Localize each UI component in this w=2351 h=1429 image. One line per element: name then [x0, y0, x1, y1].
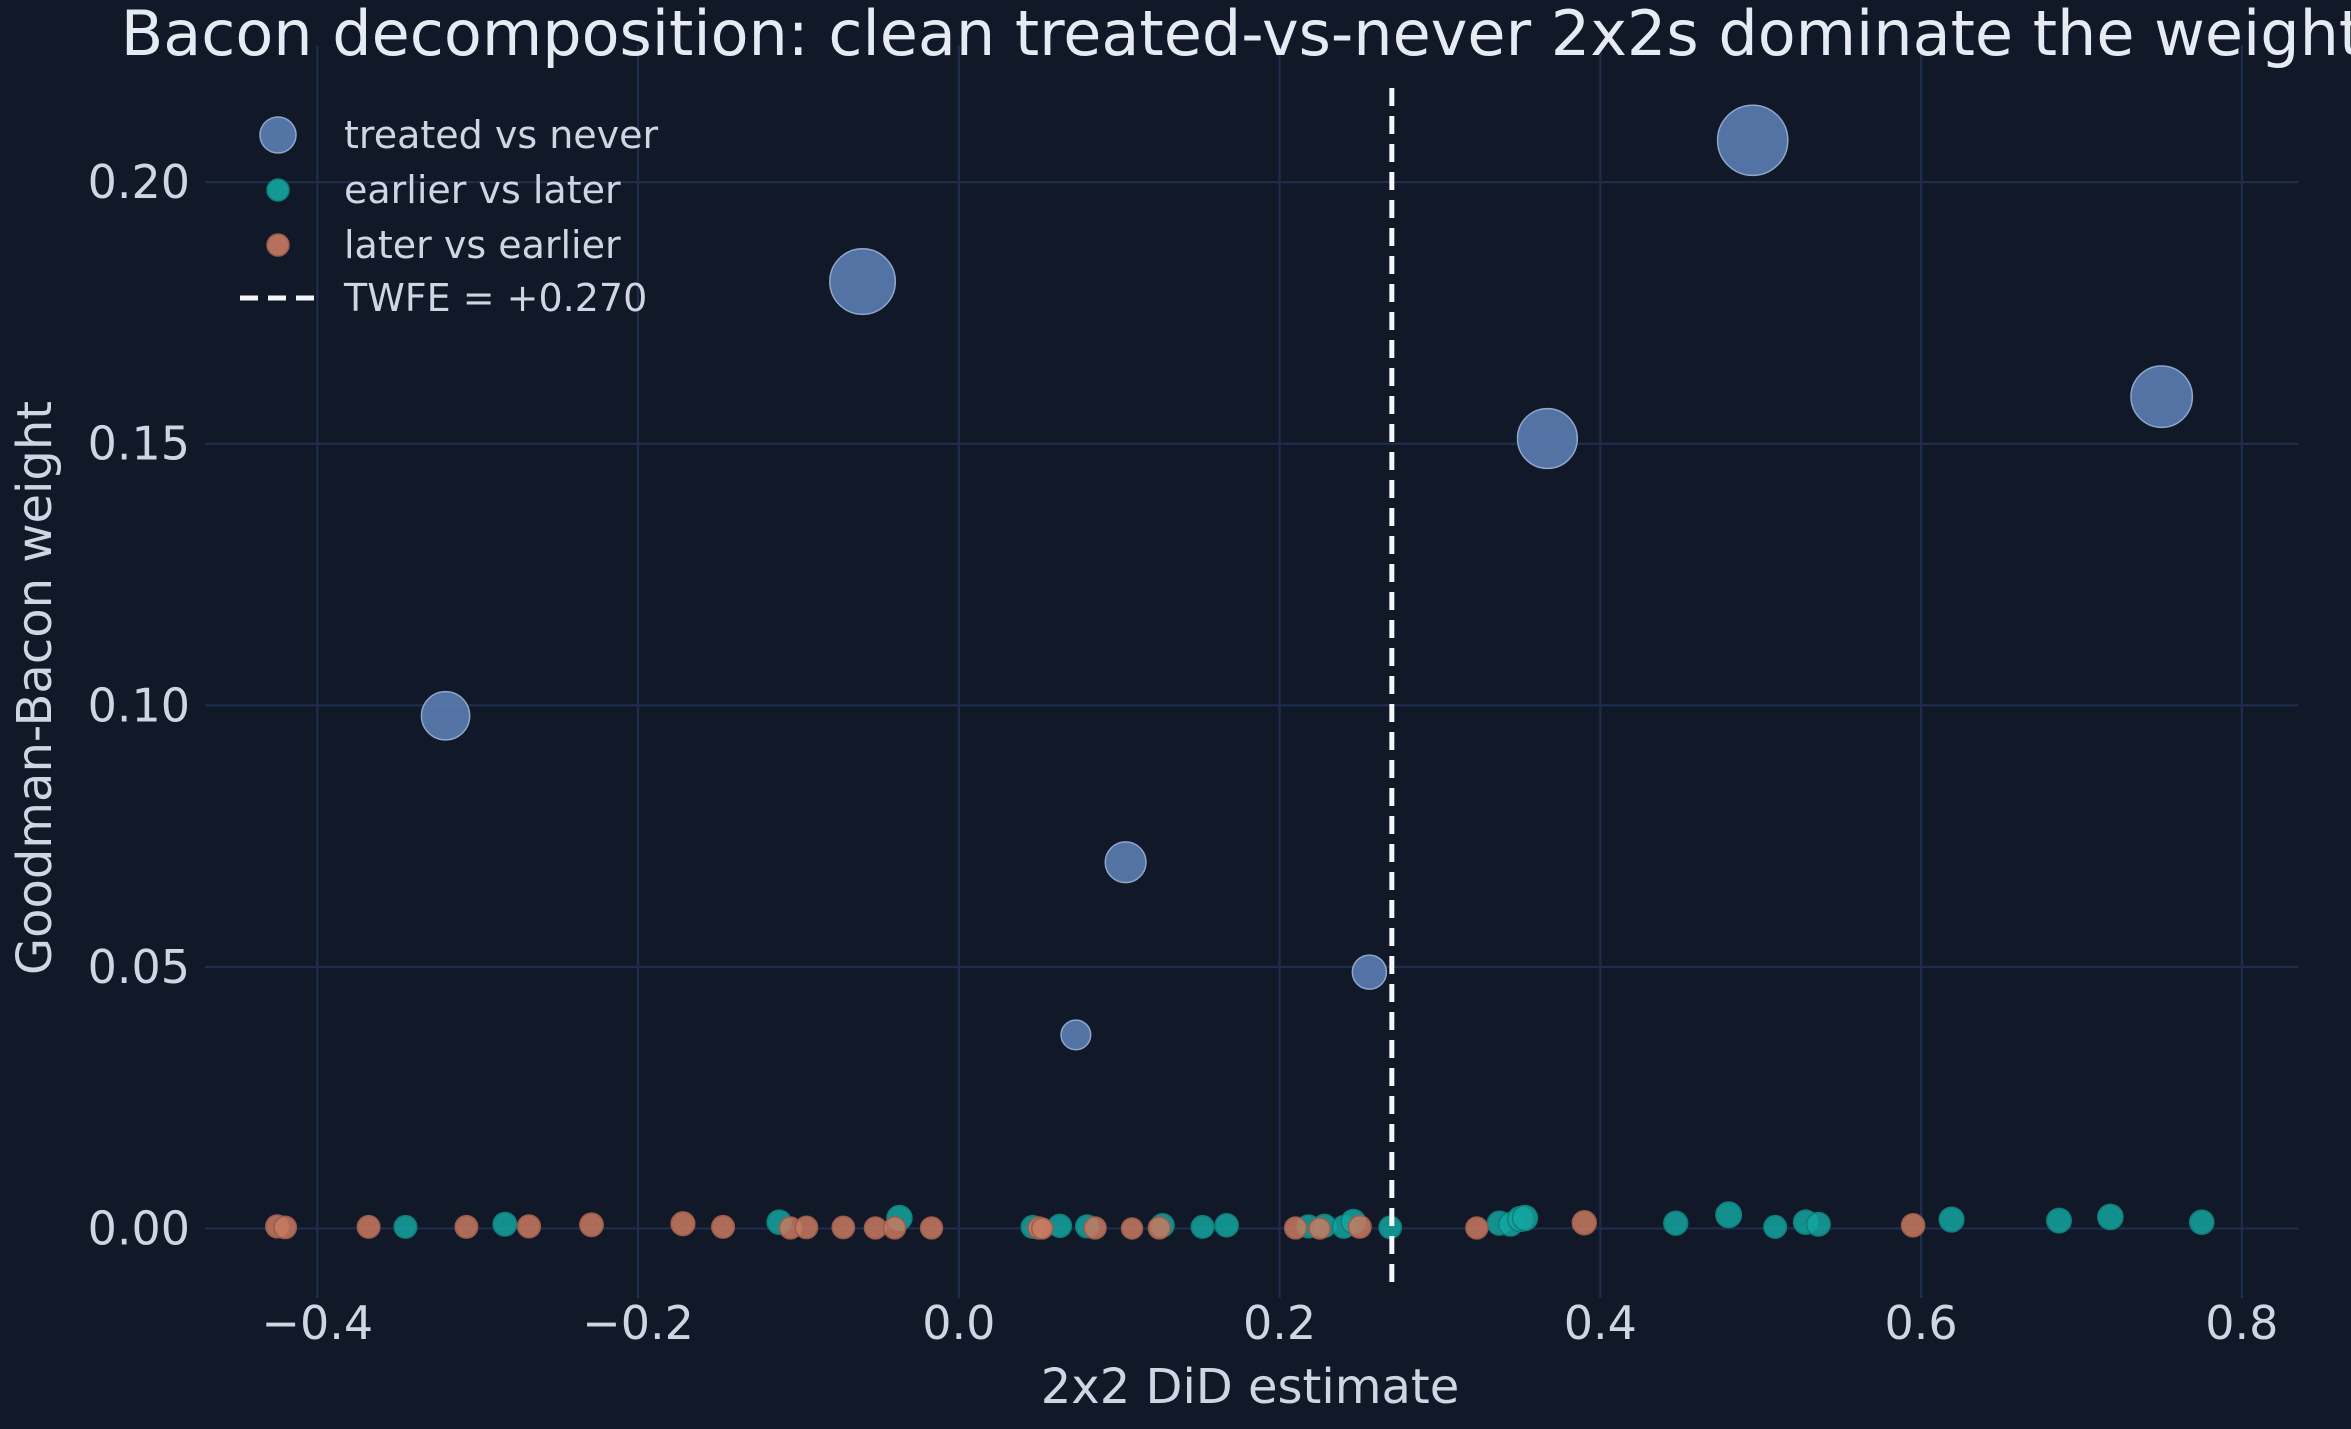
x-axis-title: 2x2 DiD estimate: [1041, 1359, 1459, 1415]
y-axis-title: Goodman-Bacon weight: [7, 401, 63, 975]
legend-marker-later-vs-earlier: [266, 233, 290, 257]
point-later-vs-earlier: [1147, 1216, 1171, 1240]
point-later-vs-earlier: [1347, 1214, 1372, 1239]
point-treated-vs-never: [1104, 841, 1147, 884]
point-later-vs-earlier: [711, 1214, 736, 1239]
legend-label-later-vs-earlier: later vs earlier: [344, 223, 621, 267]
point-earlier-vs-later: [1190, 1214, 1215, 1239]
scatter-points: [265, 104, 2215, 1240]
x-tick-label: 0.8: [2205, 1296, 2278, 1350]
point-later-vs-earlier: [1900, 1212, 1926, 1238]
legend-marker-earlier-vs-later: [266, 178, 290, 202]
point-earlier-vs-later: [1763, 1214, 1788, 1239]
x-tick-label: 0.4: [1564, 1296, 1637, 1350]
legend: treated vs never earlier vs later later …: [240, 113, 659, 320]
x-tick-label: 0.2: [1243, 1296, 1316, 1350]
point-later-vs-earlier: [1571, 1209, 1598, 1236]
point-later-vs-earlier: [1083, 1216, 1107, 1240]
chart-title: Bacon decomposition: clean treated-vs-ne…: [121, 0, 2351, 70]
point-later-vs-earlier: [454, 1214, 479, 1239]
series-treated-vs-never: [420, 104, 2194, 1051]
point-later-vs-earlier: [919, 1216, 944, 1240]
x-tick-label: 0.6: [1885, 1296, 1958, 1350]
point-later-vs-earlier: [356, 1214, 381, 1239]
x-tick-label: −0.2: [582, 1296, 694, 1350]
point-later-vs-earlier: [831, 1215, 856, 1240]
y-tick-label: 0.20: [88, 155, 190, 209]
point-earlier-vs-later: [393, 1214, 418, 1239]
legend-label-treated-vs-never: treated vs never: [344, 113, 659, 157]
grid: [205, 45, 2298, 1298]
point-later-vs-earlier: [1308, 1217, 1331, 1240]
point-earlier-vs-later: [1715, 1201, 1743, 1229]
point-treated-vs-never: [829, 248, 897, 316]
point-treated-vs-never: [2130, 365, 2194, 429]
point-treated-vs-never: [420, 690, 471, 741]
point-earlier-vs-later: [1805, 1211, 1831, 1237]
point-treated-vs-never: [1516, 407, 1579, 470]
point-earlier-vs-later: [1511, 1204, 1539, 1232]
point-later-vs-earlier: [516, 1214, 542, 1239]
point-later-vs-earlier: [1283, 1216, 1308, 1240]
x-tick-label: 0.0: [922, 1296, 995, 1350]
point-later-vs-earlier: [794, 1215, 819, 1240]
legend-label-earlier-vs-later: earlier vs later: [344, 168, 621, 212]
point-treated-vs-never: [1060, 1019, 1092, 1051]
series-later-vs-earlier: [265, 1209, 1926, 1240]
point-earlier-vs-later: [492, 1211, 518, 1237]
point-later-vs-earlier: [579, 1212, 604, 1238]
point-later-vs-earlier: [882, 1216, 907, 1240]
point-earlier-vs-later: [1214, 1212, 1239, 1238]
point-earlier-vs-later: [1663, 1210, 1689, 1236]
point-later-vs-earlier: [1120, 1217, 1144, 1240]
y-tick-label: 0.05: [88, 940, 190, 994]
point-earlier-vs-later: [2046, 1207, 2073, 1234]
point-later-vs-earlier: [670, 1211, 696, 1237]
point-earlier-vs-later: [1938, 1206, 1965, 1233]
point-later-vs-earlier: [273, 1215, 298, 1240]
y-tick-label: 0.10: [88, 678, 190, 732]
point-treated-vs-never: [1351, 954, 1388, 990]
point-earlier-vs-later: [2188, 1209, 2215, 1235]
point-later-vs-earlier: [1030, 1217, 1054, 1240]
point-treated-vs-never: [1716, 104, 1789, 177]
tick-labels: −0.4 −0.2 0.0 0.2 0.4 0.6 0.8 0.00 0.05 0.10 0.15 0…: [88, 155, 2279, 1350]
y-tick-label: 0.00: [88, 1201, 190, 1255]
point-later-vs-earlier: [1465, 1216, 1489, 1240]
legend-label-twfe: TWFE = +0.270: [343, 276, 647, 320]
y-tick-label: 0.15: [88, 417, 190, 471]
legend-marker-treated-vs-never: [259, 116, 297, 154]
x-tick-label: −0.4: [261, 1296, 373, 1350]
point-earlier-vs-later: [2096, 1203, 2124, 1231]
